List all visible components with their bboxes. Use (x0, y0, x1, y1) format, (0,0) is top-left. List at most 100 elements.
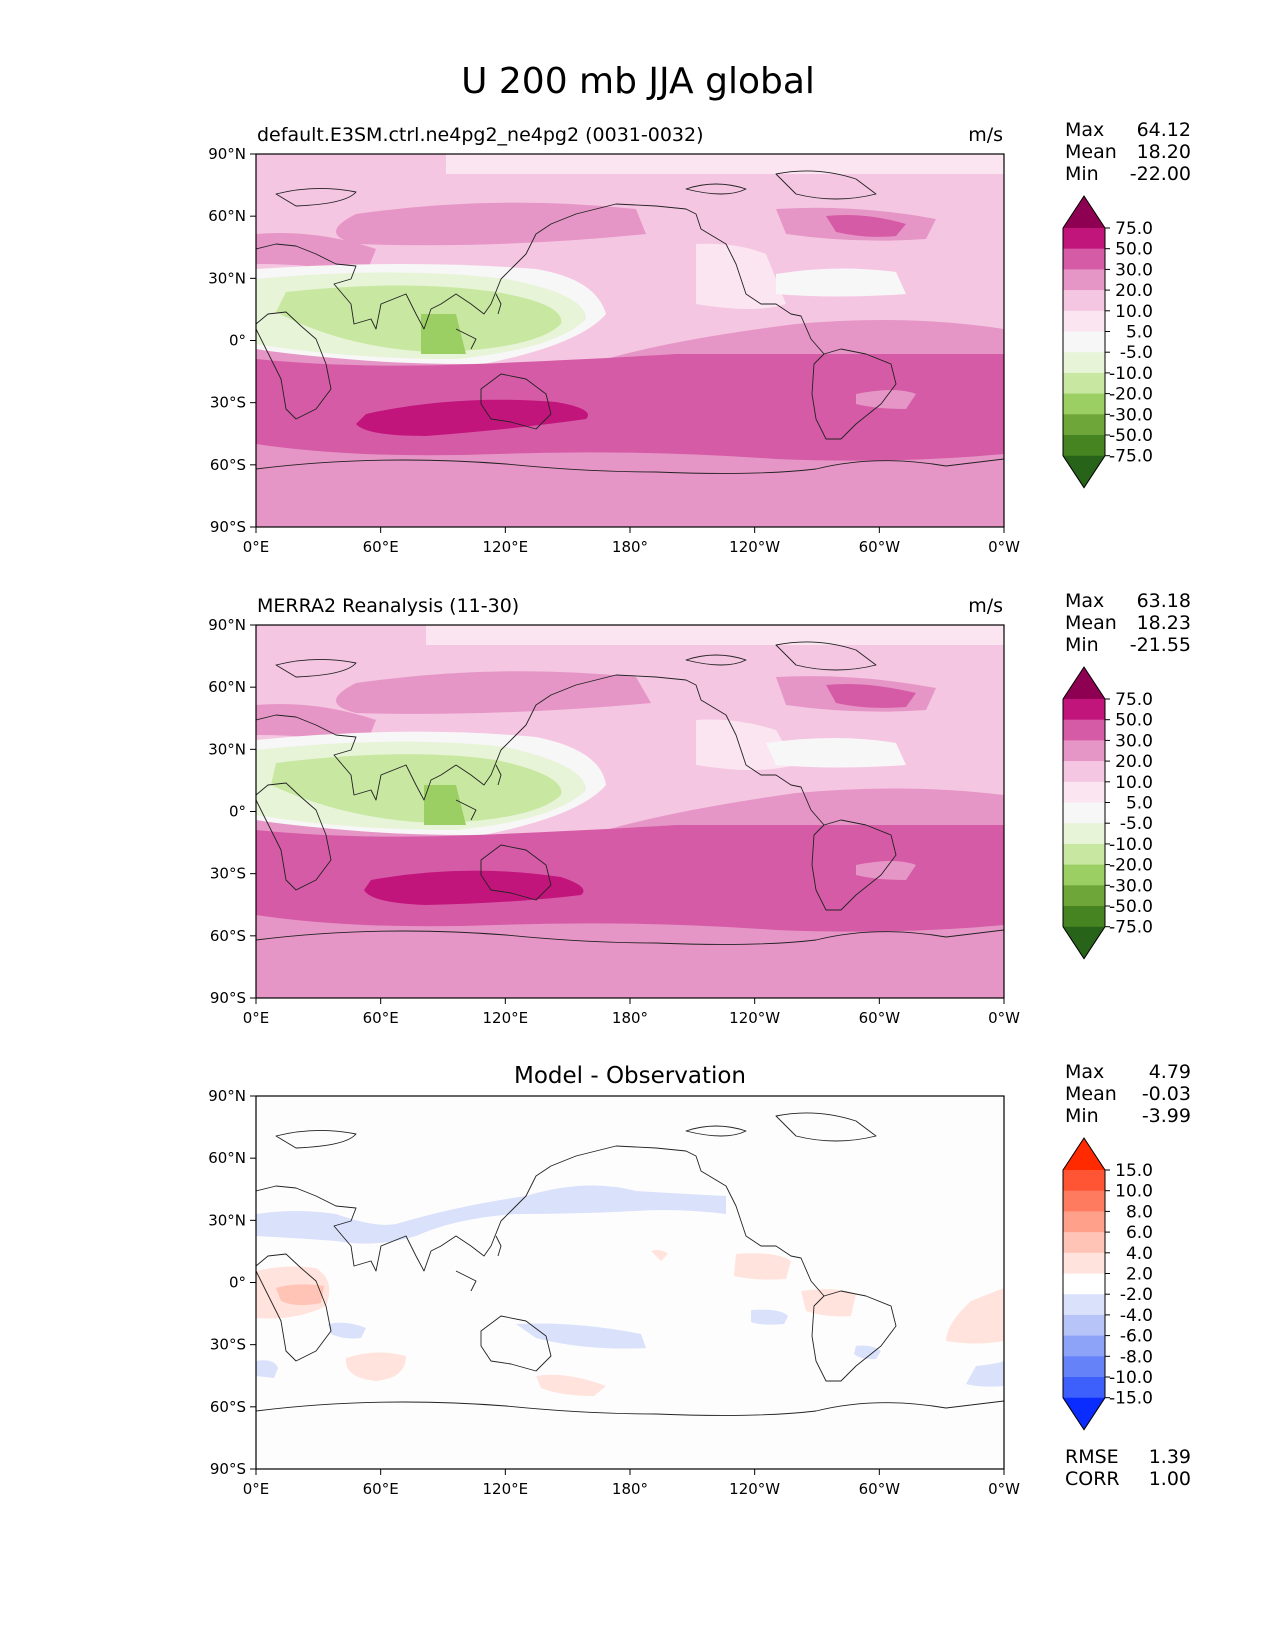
figure-title: U 200 mb JJA global (461, 61, 815, 102)
coastlines (256, 1112, 1004, 1416)
x-tick-label: 180° (612, 1009, 648, 1027)
colorbar-label: -30.0 (1109, 876, 1153, 896)
map-test: 0°E 60°E 120°E 180° 120°W 60°W 0°W 90°N … (208, 145, 1020, 556)
colorbar-label: 4.0 (1126, 1244, 1153, 1264)
stat-value: 64.12 (1137, 119, 1191, 141)
contour-field-test (256, 154, 1004, 527)
x-tick-label: 60°E (363, 1480, 399, 1498)
colorbar-label: 50.0 (1115, 711, 1153, 731)
colorbar-label: 30.0 (1115, 731, 1153, 751)
colorbar-label: -15.0 (1109, 1389, 1153, 1409)
rmse-label: RMSE (1065, 1446, 1119, 1468)
panel-reference-units: m/s (968, 595, 1003, 617)
colorbar-label: -8.0 (1120, 1347, 1153, 1367)
colorbar-label: 6.0 (1126, 1223, 1153, 1243)
map-difference: 0°E 60°E 120°E 180° 120°W 60°W 0°W 90°N … (208, 1087, 1020, 1498)
colorbar-segment (1063, 310, 1105, 332)
rmse-value: 1.39 (1149, 1446, 1191, 1468)
y-tick-label: 60°N (208, 1149, 246, 1167)
corr-value: 1.00 (1149, 1468, 1191, 1490)
colorbar-label: 75.0 (1115, 219, 1153, 239)
y-tick-label: 60°N (208, 207, 246, 225)
colorbar-label: -10.0 (1109, 835, 1153, 855)
stat-value: 4.79 (1149, 1061, 1191, 1083)
colorbar-extend-top (1063, 1138, 1105, 1170)
y-tick-label: 30°N (208, 740, 246, 758)
colorbar-segment (1063, 1314, 1105, 1337)
panel-reference: MERRA2 Reanalysis (11-30) m/s (208, 590, 1191, 1027)
colorbar-segment (1063, 269, 1105, 291)
stat-label: Mean (1065, 141, 1117, 163)
y-tick-label: 0° (229, 1274, 246, 1292)
colorbar-label: 5.0 (1126, 323, 1153, 343)
stats-test: Max 64.12 Mean 18.20 Min -22.00 (1065, 119, 1191, 185)
colorbar-label: 8.0 (1126, 1202, 1153, 1222)
colorbar-label: -20.0 (1109, 385, 1153, 405)
x-tick-label: 0°W (988, 1009, 1020, 1027)
x-tick-label: 60°W (859, 1480, 901, 1498)
colorbar-label: -6.0 (1120, 1327, 1153, 1347)
stats-rmse-corr: RMSE 1.39 CORR 1.00 (1065, 1446, 1191, 1490)
colorbar-segment (1063, 1273, 1105, 1295)
colorbar-label: -75.0 (1109, 447, 1153, 467)
colorbar-segment (1063, 699, 1105, 721)
colorbar-segment (1063, 781, 1105, 803)
stat-label: Mean (1065, 612, 1117, 634)
x-tick-label: 60°W (859, 1009, 901, 1027)
y-tick-label: 30°N (208, 1211, 246, 1229)
colorbar-label: -2.0 (1120, 1285, 1153, 1305)
colorbar-label: 2.0 (1126, 1265, 1153, 1285)
x-tick-label: 120°W (729, 1009, 780, 1027)
colorbar-label: 10.0 (1115, 1182, 1153, 1202)
stat-label: Mean (1065, 1083, 1117, 1105)
colorbar-label: 20.0 (1115, 281, 1153, 301)
x-tick-label: 60°W (859, 538, 901, 556)
colorbar-segment (1063, 802, 1105, 824)
y-tick-label: 90°N (208, 145, 246, 163)
colorbar-segment (1063, 823, 1105, 845)
stats-difference: Max 4.79 Mean -0.03 Min -3.99 (1065, 1061, 1191, 1127)
colorbar-label: 15.0 (1115, 1161, 1153, 1181)
colorbar-segment (1063, 228, 1105, 250)
colorbar-segment (1063, 435, 1105, 457)
panel-difference-title: Model - Observation (514, 1063, 746, 1089)
colorbar-extend-bottom (1063, 1397, 1105, 1430)
colorbar-segment (1063, 1294, 1105, 1316)
colorbar-label: 5.0 (1126, 794, 1153, 814)
colorbar-segment (1063, 761, 1105, 783)
stat-value: 18.20 (1137, 141, 1191, 163)
stat-label: Min (1065, 634, 1099, 656)
colorbar-extend-bottom (1063, 926, 1105, 959)
map-reference: 0°E 60°E 120°E 180° 120°W 60°W 0°W 90°N … (208, 616, 1020, 1027)
colorbar-segment (1063, 864, 1105, 886)
y-tick-label: 90°S (210, 989, 246, 1007)
x-tick-label: 180° (612, 1480, 648, 1498)
colorbar-segment (1063, 1356, 1105, 1378)
colorbar-reference: 75.050.030.020.010.05.0-5.0-10.0-20.0-30… (1062, 666, 1153, 960)
y-tick-label: 30°N (208, 269, 246, 287)
colorbar-segment (1063, 414, 1105, 436)
colorbar-extend-bottom (1063, 455, 1105, 488)
colorbar-label: -5.0 (1120, 343, 1153, 363)
colorbar-segment (1063, 352, 1105, 374)
y-tick-label: 60°S (210, 456, 246, 474)
stat-label: Min (1065, 163, 1099, 185)
x-tick-label: 120°E (483, 538, 529, 556)
colorbar-label: 20.0 (1115, 752, 1153, 772)
coastlines (256, 170, 1004, 474)
stat-value: -3.99 (1142, 1105, 1191, 1127)
x-tick-label: 0°E (243, 1480, 270, 1498)
colorbar-label: 75.0 (1115, 690, 1153, 710)
colorbar-extend-top (1063, 667, 1105, 699)
colorbar-segment (1063, 331, 1105, 353)
colorbar-segment (1063, 372, 1105, 395)
y-tick-label: 60°N (208, 678, 246, 696)
stat-label: Max (1065, 590, 1104, 612)
y-tick-label: 60°S (210, 1398, 246, 1416)
panel-reference-title: MERRA2 Reanalysis (11-30) (257, 595, 519, 617)
y-tick-label: 90°S (210, 518, 246, 536)
colorbar-extend-top (1063, 196, 1105, 228)
y-tick-label: 0° (229, 332, 246, 350)
colorbar-segment (1063, 248, 1105, 270)
